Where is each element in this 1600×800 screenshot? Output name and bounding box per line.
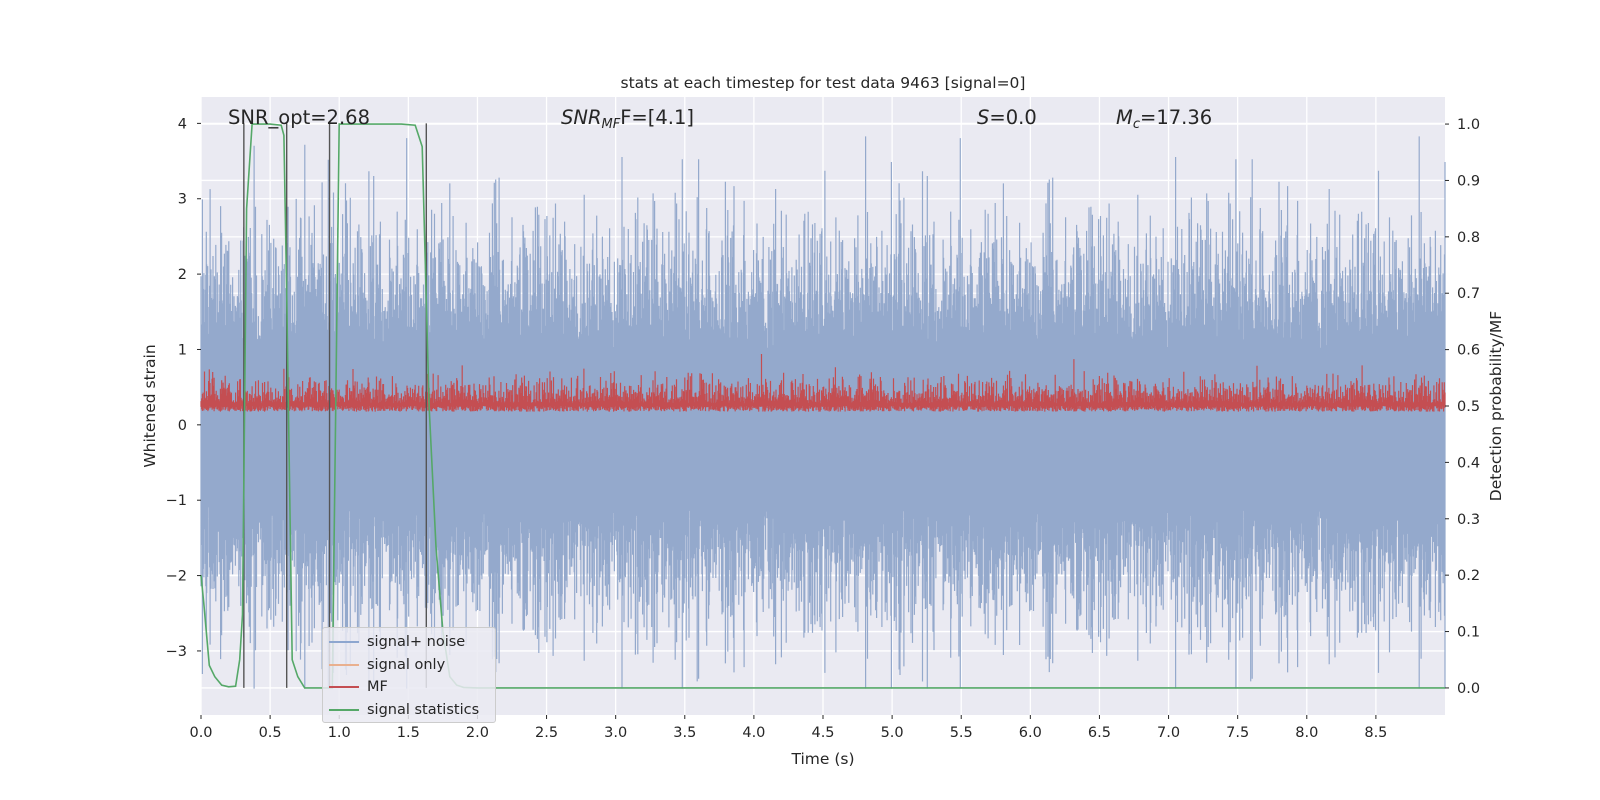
y-axis-right-label: Detection probability/MF [1487, 311, 1505, 502]
legend: signal+ noise signal only MF signal stat… [322, 627, 496, 723]
x-tick-label: 3.0 [604, 725, 627, 741]
signal-noise-series [200, 136, 1446, 689]
y-right-tick-label: 1.0 [1457, 117, 1480, 133]
y-right-tick-label: 0.3 [1457, 512, 1480, 528]
legend-item: MF [329, 676, 489, 699]
legend-item: signal+ noise [329, 631, 489, 654]
y-right-tick-label: 0.5 [1457, 399, 1480, 415]
signal-noise-trace [200, 136, 1446, 689]
legend-label: MF [367, 679, 388, 696]
chart-title: stats at each timestep for test data 946… [621, 74, 1026, 92]
y-left-tick-label: −1 [166, 493, 187, 509]
y-left-tick-label: 0 [178, 418, 187, 434]
y-right-tick-label: 0.1 [1457, 625, 1480, 641]
x-axis-label: Time (s) [790, 750, 854, 768]
y-left-tick-label: 2 [178, 267, 187, 283]
snr-mf-annotation: SNRMFF=[4.1] [561, 106, 694, 132]
y-right-tick-label: 0.7 [1457, 286, 1480, 302]
y-axis-left-label: Whitened strain [141, 344, 159, 467]
legend-item: signal only [329, 654, 489, 677]
y-axis-left-ticks: −3 −2 −1 0 1 2 3 4 [166, 116, 201, 660]
mf-series [200, 354, 1446, 412]
y-right-tick-label: 0.9 [1457, 173, 1480, 189]
signal-statistics-line [200, 123, 1445, 689]
x-tick-label: 7.5 [1226, 725, 1249, 741]
x-tick-label: 2.0 [466, 725, 489, 741]
s-annotation: S=0.0 [977, 106, 1037, 129]
y-left-tick-label: −2 [166, 569, 187, 585]
y-right-tick-label: 0.0 [1457, 681, 1480, 697]
mc-annotation: Mc=17.36 [1116, 106, 1212, 132]
x-tick-label: 1.0 [328, 725, 351, 741]
y-left-tick-label: 3 [178, 192, 187, 208]
y-left-tick-label: −3 [166, 644, 187, 660]
y-right-tick-label: 0.4 [1457, 455, 1480, 471]
y-left-tick-label: 4 [178, 116, 187, 132]
x-tick-label: 0.0 [189, 725, 212, 741]
x-tick-label: 4.5 [811, 725, 834, 741]
x-tick-label: 4.0 [742, 725, 765, 741]
x-tick-label: 3.5 [673, 725, 696, 741]
legend-swatch [329, 641, 359, 644]
legend-swatch [329, 663, 359, 666]
legend-label: signal+ noise [367, 634, 466, 651]
mf-trace [200, 354, 1446, 412]
legend-swatch [329, 686, 359, 689]
y-right-tick-label: 0.2 [1457, 568, 1480, 584]
x-tick-label: 5.0 [881, 725, 904, 741]
x-tick-label: 6.5 [1088, 725, 1111, 741]
y-right-tick-label: 0.8 [1457, 230, 1480, 246]
x-tick-label: 6.0 [1019, 725, 1042, 741]
legend-label: signal statistics [367, 701, 480, 718]
legend-swatch [329, 708, 359, 711]
x-tick-label: 2.5 [535, 725, 558, 741]
y-left-tick-label: 1 [178, 342, 187, 358]
x-tick-label: 8.5 [1364, 725, 1387, 741]
y-axis-right-ticks: 0.0 0.1 0.2 0.3 0.4 0.5 0.6 0.7 0.8 0.9 1.0 [1445, 117, 1480, 697]
x-tick-label: 0.5 [259, 725, 282, 741]
x-tick-label: 5.5 [950, 725, 973, 741]
snr-opt-annotation: SNR_opt=2.68 [228, 106, 370, 129]
legend-label: signal only [367, 656, 446, 673]
legend-item: signal statistics [329, 699, 489, 722]
x-tick-label: 7.0 [1157, 725, 1180, 741]
x-tick-label: 8.0 [1295, 725, 1318, 741]
x-tick-label: 1.5 [397, 725, 420, 741]
y-right-tick-label: 0.6 [1457, 343, 1480, 359]
x-axis-ticks: 0.0 0.5 1.0 1.5 2.0 2.5 3.0 3.5 4.0 4.5 5.0 5.5 6.0 6… [189, 715, 1387, 741]
